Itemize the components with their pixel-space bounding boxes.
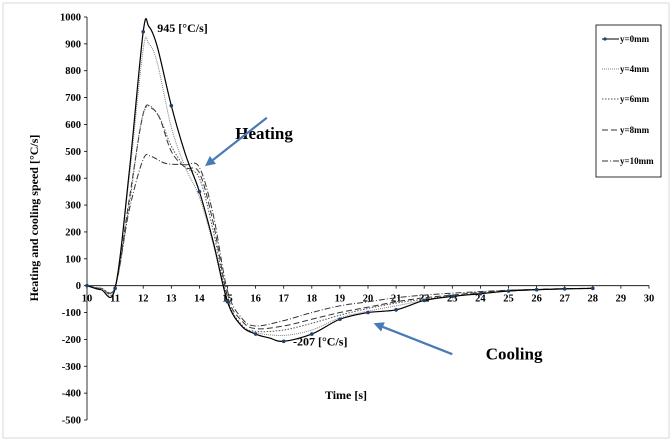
series-point-y-0mm [506,289,511,293]
y-tick-label: 700 [65,93,81,104]
y-tick-label: 800 [65,66,81,77]
series-point-y-0mm [310,332,314,336]
y-tick-label: 400 [65,174,81,185]
y-tick-label: -400 [62,389,81,400]
y-tick-label: 600 [65,120,81,131]
arrow-heating-head [205,156,216,167]
y-tick-label: 200 [65,227,81,238]
series-point-y-0mm [85,283,89,288]
x-tick-label: 26 [531,294,542,305]
y-tick-label: 0 [76,281,81,292]
legend-label-y-6mm: y=6mm [620,94,650,104]
y-tick-label: 300 [65,201,81,212]
series-point-y-0mm [253,332,258,336]
x-tick-label: 12 [138,294,149,305]
series-layer [85,18,595,344]
legend-box [595,24,662,178]
series-point-y-0mm [478,291,483,296]
y-tick-label: 100 [65,254,81,265]
x-tick-label: 21 [391,294,402,305]
series-point-y-0mm [141,29,145,34]
arrow-heating-shaft [212,116,268,161]
legend-marker [603,37,607,41]
axes [86,17,649,420]
series-point-y-0mm [450,294,455,299]
arrow-cooling-shaft [382,325,453,356]
x-tick-label: 28 [588,294,599,305]
x-tick-label: 11 [110,294,120,305]
series-point-y-0mm [591,286,595,291]
annotation-heating: Heating [235,124,293,143]
annotation-207-c-s: -207 [°C/s] [293,334,347,348]
x-tick-label: 27 [559,294,570,305]
x-tick-label: 29 [616,294,627,305]
x-tick-label: 13 [166,294,177,305]
y-axis-title: Heating and cooling speed [°C/s] [27,135,41,302]
series-point-y-0mm [169,103,174,108]
arrow-cooling-head [373,322,385,332]
x-tick-label: 23 [447,294,458,305]
x-tick-label: 24 [475,294,486,305]
y-tick-label: -100 [62,308,81,319]
arrow-layer [205,116,453,356]
x-axis-title: Time [s] [325,388,367,402]
x-tick-label: 30 [644,294,655,305]
series-point-y-0mm [394,308,398,312]
series-point-y-0mm [338,317,342,322]
legend: y=0mm y=4mm y=6mm y=8mm y=10mm [595,24,662,178]
y-tick-label: 1000 [60,13,81,24]
series-point-y-0mm [562,287,567,291]
series-point-y-0mm [113,286,117,291]
y-axis-ticks: 10009008007006005004003002001000-100-200… [60,13,87,427]
legend-label-y-8mm: y=8mm [620,125,650,135]
series-line-y-10mm [86,153,593,327]
x-tick-label: 20 [363,294,374,305]
y-tick-label: -500 [62,416,81,427]
series-point-y-0mm [534,287,539,292]
x-tick-label: 19 [335,294,346,305]
annotation-layer: 945 [°C/s] -207 [°C/s] Heating Cooling [157,21,543,364]
legend-label-y-0mm: y=0mm [620,34,650,44]
x-tick-label: 17 [278,294,289,305]
series-line-y-0mm [86,18,593,342]
annotation-945-c-s: 945 [°C/s] [157,21,207,35]
annotation-cooling: Cooling [486,345,543,364]
y-tick-label: -300 [62,362,81,373]
series-point-y-0mm [281,339,286,344]
y-tick-label: 500 [65,147,81,158]
series-point-y-0mm [366,310,370,315]
x-tick-label: 18 [307,294,318,305]
y-tick-label: 900 [65,39,81,50]
series-line-y-8mm [86,104,593,330]
x-tick-label: 16 [250,294,261,305]
x-tick-label: 14 [194,294,205,305]
x-tick-label: 25 [503,294,514,305]
series-point-y-0mm [422,298,427,303]
series-point-y-0mm [197,189,202,194]
y-tick-label: -200 [62,335,81,346]
series-point-y-0mm [225,299,230,304]
legend-label-y-4mm: y=4mm [620,64,650,74]
legend-label-y-10mm: y=10mm [620,156,654,166]
